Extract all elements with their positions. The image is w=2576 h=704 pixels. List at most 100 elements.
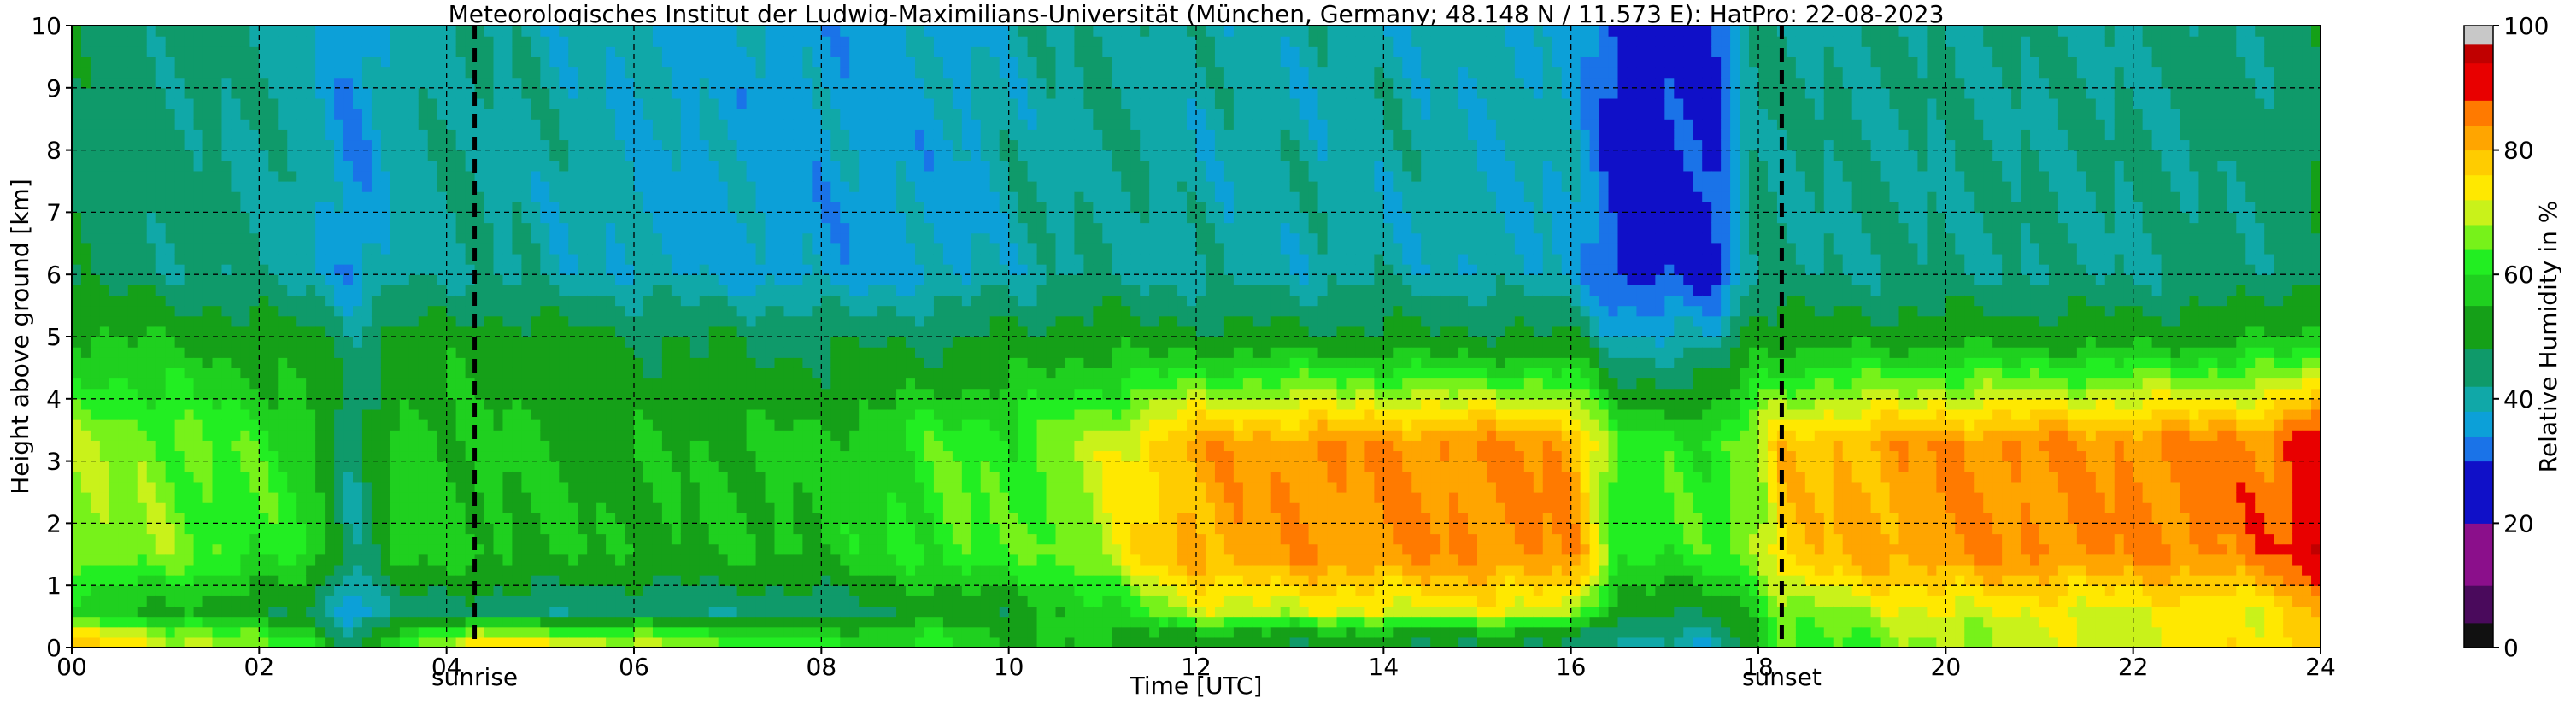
heatmap-cell [380,398,391,410]
heatmap-cell [708,492,719,503]
heatmap-cell [465,170,476,182]
heatmap-cell [680,626,691,638]
heatmap-cell [736,46,748,57]
heatmap-cell [137,440,148,452]
heatmap-cell [296,56,307,68]
heatmap-cell [671,533,682,545]
heatmap-cell [661,109,672,120]
heatmap-cell [353,502,363,513]
heatmap-cell [202,554,214,566]
heatmap-cell [353,616,363,628]
heatmap-cell [643,471,654,483]
heatmap-cell [671,398,682,410]
heatmap-cell [465,533,476,545]
heatmap-cell [109,87,120,99]
heatmap-cell [615,109,625,120]
heatmap-cell [578,440,588,452]
heatmap-cell [671,357,682,368]
heatmap-cell [72,253,82,265]
heatmap-cell [689,347,701,358]
heatmap-cell [418,232,429,244]
heatmap-cell [708,347,719,358]
heatmap-cell [109,347,120,358]
heatmap-cell [287,119,297,130]
heatmap-cell [137,87,148,99]
heatmap-cell [549,523,560,535]
heatmap-cell [184,564,195,576]
heatmap-cell [746,212,757,224]
heatmap-cell [634,378,644,390]
heatmap-cell [315,109,326,120]
heatmap-cell [418,243,429,255]
heatmap-cell [174,67,185,79]
heatmap-cell [408,232,420,244]
heatmap-cell [268,46,279,57]
heatmap-cell [202,67,214,79]
heatmap-cell [418,295,429,307]
heatmap-cell [812,129,822,141]
heatmap-cell [390,595,401,607]
heatmap-cell [587,430,597,441]
heatmap-cell [755,202,766,213]
heatmap-cell [212,378,223,390]
heatmap-cell [465,274,476,285]
heatmap-cell [512,274,522,285]
heatmap-cell [278,430,288,441]
heatmap-cell [502,274,513,285]
heatmap-cell [606,67,616,79]
heatmap-cell [268,492,279,503]
heatmap-cell [746,523,757,535]
heatmap-cell [652,419,663,431]
heatmap-cell [736,97,748,109]
heatmap-cell [174,440,185,452]
heatmap-cell [521,26,531,37]
heatmap-cell [202,367,214,379]
heatmap-cell [325,305,335,317]
heatmap-cell [708,160,719,172]
heatmap-cell [371,440,382,452]
heatmap-cell [802,471,813,483]
heatmap-cell [231,461,241,472]
heatmap-cell [652,119,663,130]
heatmap-cell [399,378,410,390]
heatmap-cell [812,440,822,452]
heatmap-cell [202,585,214,596]
heatmap-cell [840,357,850,368]
heatmap-cell [165,430,176,441]
heatmap-cell [315,337,326,348]
heatmap-cell [399,109,410,120]
heatmap-cell [146,232,157,244]
heatmap-cell [615,36,625,47]
heatmap-cell [680,315,691,327]
heatmap-cell [221,378,232,390]
heatmap-cell [821,36,831,47]
heatmap-cell [643,46,654,57]
heatmap-cell [296,315,307,327]
heatmap-cell [596,347,607,358]
heatmap-cell [596,606,607,618]
heatmap-cell [155,481,167,493]
heatmap-cell [512,26,522,37]
heatmap-cell [465,408,476,420]
heatmap-cell [118,471,129,483]
heatmap-cell [793,212,803,224]
heatmap-cell [334,564,344,576]
heatmap-cell [812,564,822,576]
heatmap-cell [812,67,822,79]
heatmap-cell [671,295,682,307]
heatmap-cell [812,430,822,441]
heatmap-cell [465,181,476,192]
heatmap-cell [465,606,476,618]
heatmap-cell [708,357,719,368]
heatmap-cell [137,150,148,161]
heatmap-cell [821,170,831,182]
heatmap-cell [812,36,822,47]
heatmap-cell [99,119,110,130]
heatmap-cell [821,274,831,285]
heatmap-cell [699,533,710,545]
heatmap-cell [174,160,185,172]
heatmap-cell [484,388,495,400]
heatmap-cell [559,26,569,37]
heatmap-cell [399,440,410,452]
heatmap-cell [193,160,204,172]
